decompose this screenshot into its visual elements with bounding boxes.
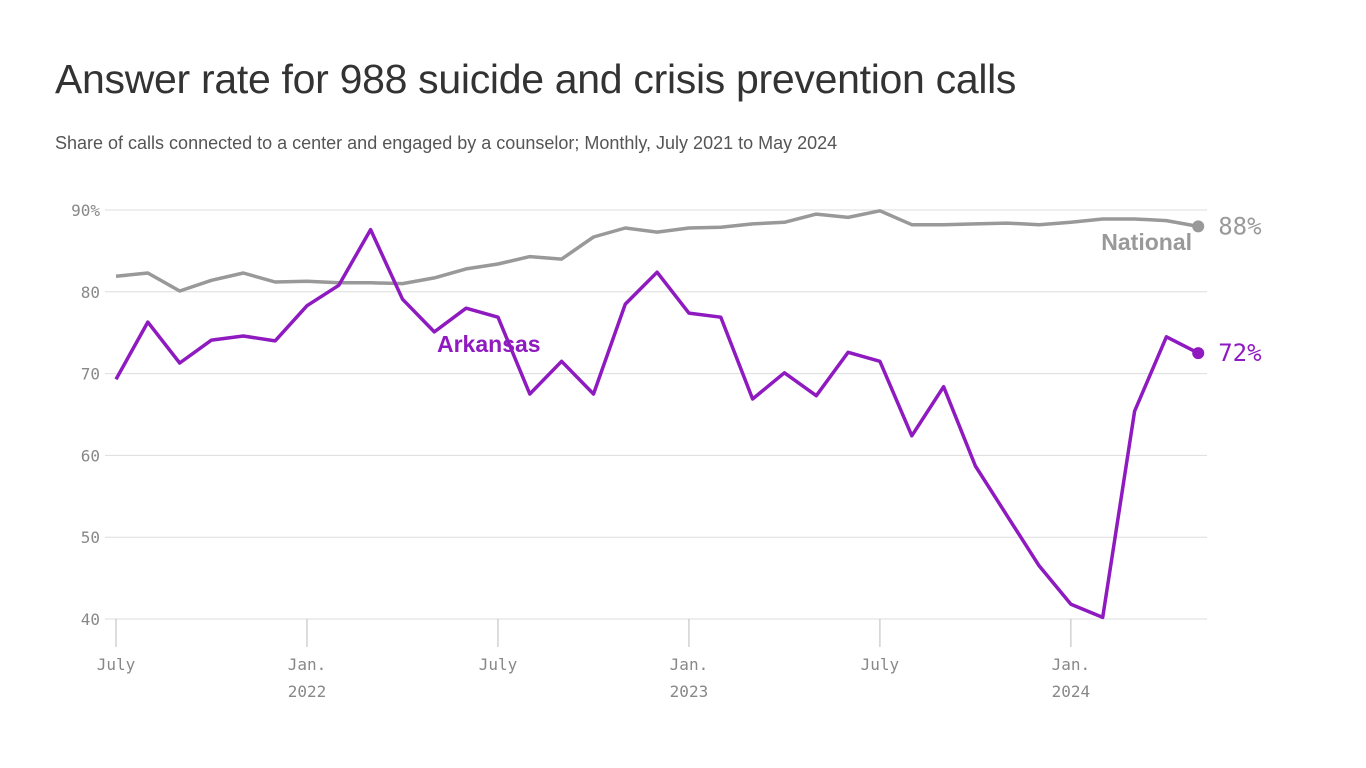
x-tick-label: Jan. (670, 655, 709, 674)
x-tick-label: July (861, 655, 900, 674)
arkansas-line (114, 227, 1199, 620)
y-tick-label: 60 (81, 446, 100, 465)
x-tick-year: 2023 (670, 682, 709, 701)
x-tick-year: 2022 (288, 682, 327, 701)
y-tick-label: 40 (81, 610, 100, 629)
chart-subtitle: Share of calls connected to a center and… (55, 133, 838, 153)
national-end-label: 88% (1218, 212, 1262, 240)
y-tick-label: 90% (71, 201, 100, 220)
national-line (115, 209, 1199, 293)
x-tick-label: Jan. (1052, 655, 1091, 674)
arkansas-end-point (1192, 347, 1205, 360)
x-tick-label: July (479, 655, 518, 674)
chart-title: Answer rate for 988 suicide and crisis p… (55, 56, 1017, 102)
arkansas-end-label: 72% (1218, 339, 1262, 367)
national-end-point (1192, 220, 1205, 233)
x-tick-year: 2024 (1052, 682, 1091, 701)
x-tick-label: Jan. (288, 655, 327, 674)
y-tick-label: 80 (81, 283, 100, 302)
x-tick-label: July (97, 655, 136, 674)
arkansas-series-label: Arkansas (437, 331, 541, 357)
national-series-label: National (1101, 229, 1192, 255)
y-tick-label: 70 (81, 365, 100, 384)
y-tick-label: 50 (81, 528, 100, 547)
